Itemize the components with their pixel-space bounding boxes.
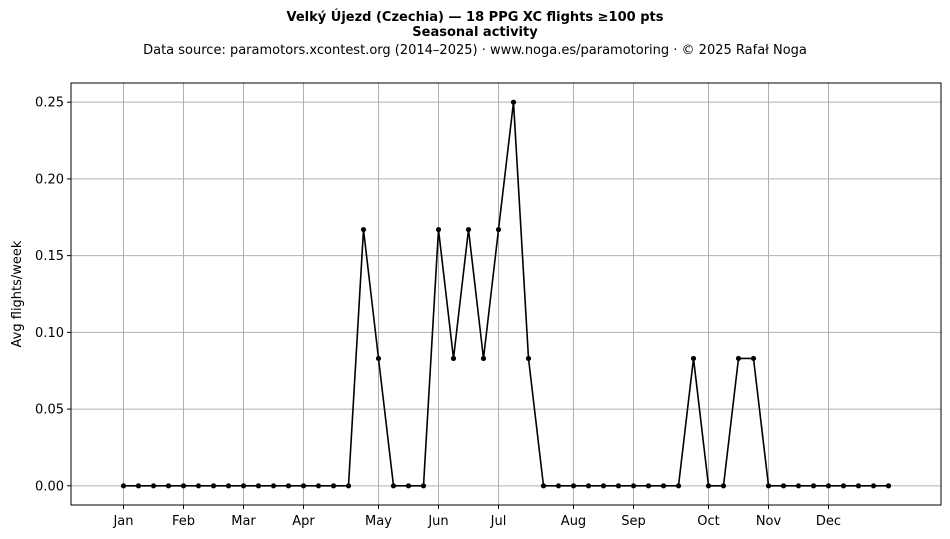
- data-point: [165, 483, 172, 489]
- data-point: [510, 99, 517, 105]
- data-point: [855, 483, 862, 489]
- data-point: [540, 483, 547, 489]
- data-point: [720, 483, 727, 489]
- data-point: [675, 483, 682, 489]
- data-point: [240, 483, 247, 489]
- plot-frame: [70, 82, 942, 506]
- data-point: [345, 483, 352, 489]
- data-point: [495, 226, 502, 233]
- data-point: [735, 355, 742, 362]
- x-tick-label: Sep: [621, 514, 646, 529]
- x-tick-label: Jun: [427, 514, 448, 529]
- grid-lines: [71, 83, 941, 505]
- data-point: [375, 355, 382, 362]
- data-point: [405, 483, 412, 489]
- data-point: [210, 483, 217, 489]
- data-point: [285, 483, 292, 489]
- data-point: [390, 483, 397, 489]
- data-point: [870, 483, 877, 489]
- x-tick-label: Jul: [490, 514, 507, 529]
- x-tick-label: Aug: [561, 514, 586, 529]
- data-point: [195, 483, 202, 489]
- data-point: [570, 483, 577, 489]
- chart-subtitle-title: Seasonal activity: [412, 25, 538, 40]
- data-point: [660, 483, 667, 489]
- data-point: [300, 483, 307, 489]
- x-tick-label: Nov: [756, 514, 782, 529]
- series-layer: [120, 99, 892, 489]
- data-point: [795, 483, 802, 489]
- x-tick-label: Oct: [697, 514, 719, 529]
- data-point: [150, 483, 157, 489]
- data-point: [615, 483, 622, 489]
- data-point: [465, 226, 472, 233]
- data-point: [645, 483, 652, 489]
- data-point: [270, 483, 277, 489]
- data-point: [585, 483, 592, 489]
- data-point: [330, 483, 337, 489]
- x-tick-label: Jan: [112, 514, 133, 529]
- y-tick-label: 0.25: [35, 96, 64, 111]
- x-tick-label: Feb: [172, 514, 195, 529]
- x-tick-label: Mar: [231, 514, 256, 529]
- x-tick-label: Dec: [816, 514, 841, 529]
- y-tick-label: 0.20: [35, 172, 64, 187]
- data-point: [525, 355, 532, 362]
- axes: Jan Feb Mar Apr May Jun Jul Aug Sep Oct Nov Dec 0.00…: [35, 82, 942, 529]
- y-tick-label: 0.15: [35, 249, 64, 264]
- y-tick-label: 0.00: [35, 479, 64, 494]
- data-point: [765, 483, 772, 489]
- data-point: [555, 483, 562, 489]
- data-point: [780, 483, 787, 489]
- y-tick-label: 0.05: [35, 403, 64, 418]
- data-point: [630, 483, 637, 489]
- data-point: [255, 483, 262, 489]
- y-axis-label: Avg flights/week: [10, 240, 25, 347]
- data-point: [840, 483, 847, 489]
- data-point: [360, 226, 367, 233]
- data-point: [120, 483, 127, 489]
- data-point: [480, 355, 487, 362]
- data-point: [135, 483, 142, 489]
- chart-source-note: Data source: paramotors.xcontest.org (20…: [143, 43, 807, 58]
- data-point: [450, 355, 457, 362]
- data-point: [810, 483, 817, 489]
- data-point: [225, 483, 232, 489]
- data-point: [885, 483, 892, 489]
- data-point: [705, 483, 712, 489]
- data-point: [750, 355, 757, 362]
- y-tick-label: 0.10: [35, 326, 64, 341]
- chart-title: Velký Újezd (Czechia) — 18 PPG XC flight…: [286, 10, 664, 25]
- x-tick-label: May: [365, 514, 392, 529]
- data-point: [690, 355, 697, 362]
- data-point: [420, 483, 427, 489]
- data-point: [435, 226, 442, 233]
- data-point: [600, 483, 607, 489]
- data-point: [825, 483, 832, 489]
- data-point: [180, 483, 187, 489]
- data-point: [315, 483, 322, 489]
- x-tick-label: Apr: [292, 514, 315, 529]
- series-line: [123, 101, 889, 487]
